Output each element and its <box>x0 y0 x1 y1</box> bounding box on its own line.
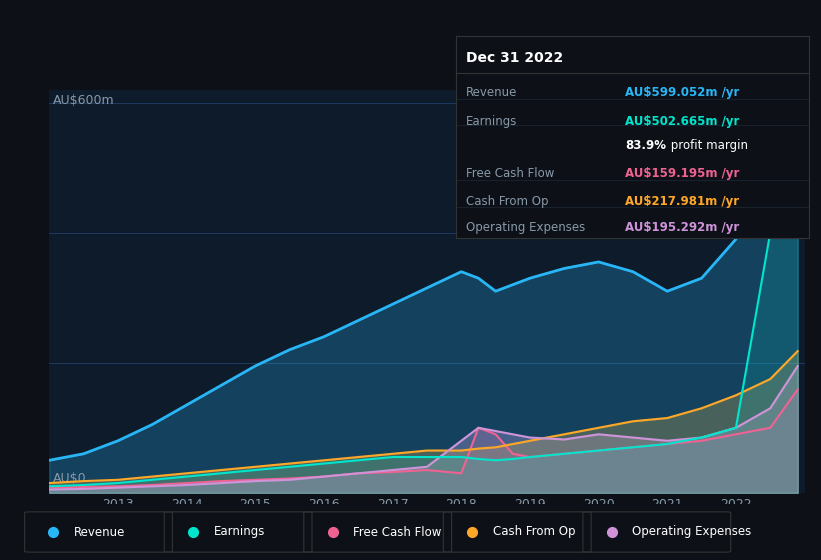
Text: Revenue: Revenue <box>466 86 517 99</box>
Text: AU$0: AU$0 <box>53 472 87 485</box>
Text: Revenue: Revenue <box>74 525 126 539</box>
Text: 83.9%: 83.9% <box>625 139 666 152</box>
Text: AU$599.052m /yr: AU$599.052m /yr <box>625 86 740 99</box>
Text: Earnings: Earnings <box>213 525 265 539</box>
Text: profit margin: profit margin <box>667 139 749 152</box>
Text: Earnings: Earnings <box>466 115 517 128</box>
Text: Free Cash Flow: Free Cash Flow <box>466 167 555 180</box>
Text: AU$159.195m /yr: AU$159.195m /yr <box>625 167 740 180</box>
Text: Free Cash Flow: Free Cash Flow <box>353 525 442 539</box>
Text: Dec 31 2022: Dec 31 2022 <box>466 50 563 64</box>
Text: Operating Expenses: Operating Expenses <box>632 525 751 539</box>
Text: AU$600m: AU$600m <box>53 94 115 106</box>
Text: AU$217.981m /yr: AU$217.981m /yr <box>625 195 739 208</box>
Text: Cash From Op: Cash From Op <box>466 195 548 208</box>
Text: Cash From Op: Cash From Op <box>493 525 575 539</box>
Text: Operating Expenses: Operating Expenses <box>466 221 585 235</box>
Text: AU$502.665m /yr: AU$502.665m /yr <box>625 115 740 128</box>
Text: AU$195.292m /yr: AU$195.292m /yr <box>625 221 740 235</box>
